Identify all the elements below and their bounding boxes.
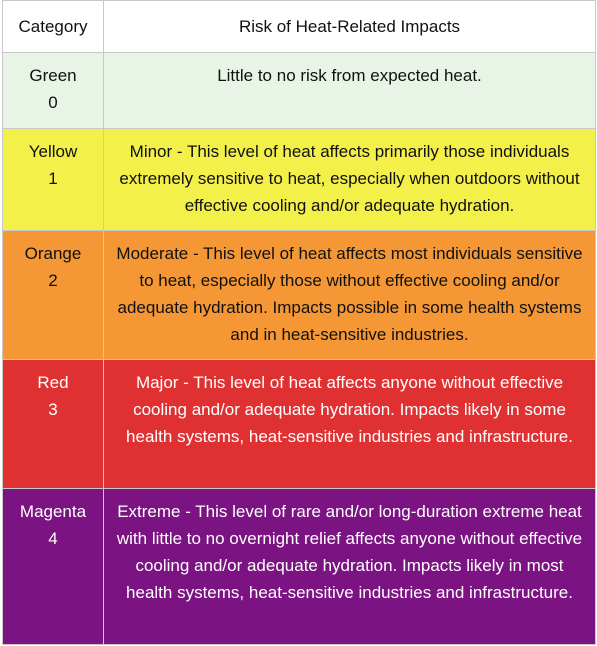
category-cell: Red 3 [2, 359, 104, 489]
table-row-magenta: Magenta 4 Extreme - This level of rare a… [2, 488, 596, 645]
category-cell: Yellow 1 [2, 128, 104, 231]
risk-description: Moderate - This level of heat affects mo… [103, 230, 596, 360]
category-name: Green [29, 66, 77, 85]
category-cell: Orange 2 [2, 230, 104, 360]
header-row: Category Risk of Heat-Related Impacts [2, 0, 596, 53]
category-level: 3 [48, 400, 58, 419]
category-level: 2 [48, 271, 58, 290]
category-cell: Green 0 [2, 52, 104, 129]
risk-header: Risk of Heat-Related Impacts [103, 0, 596, 53]
category-header: Category [2, 0, 104, 53]
risk-description: Extreme - This level of rare and/or long… [103, 488, 596, 645]
category-name: Magenta [19, 502, 87, 521]
category-level: 4 [48, 529, 58, 548]
table-row-yellow: Yellow 1 Minor - This level of heat affe… [2, 128, 596, 231]
category-cell: Magenta 4 [2, 488, 104, 645]
risk-description: Little to no risk from expected heat. [103, 52, 596, 129]
category-name: Red [37, 373, 69, 392]
risk-description: Minor - This level of heat affects prima… [103, 128, 596, 231]
risk-description: Major - This level of heat affects anyon… [103, 359, 596, 489]
category-level: 0 [48, 93, 58, 112]
table-row-red: Red 3 Major - This level of heat affects… [2, 359, 596, 489]
table-row-orange: Orange 2 Moderate - This level of heat a… [2, 230, 596, 360]
category-name: Yellow [28, 142, 78, 161]
category-level: 1 [48, 169, 58, 188]
table-row-green: Green 0 Little to no risk from expected … [2, 52, 596, 129]
category-name: Orange [24, 244, 82, 263]
